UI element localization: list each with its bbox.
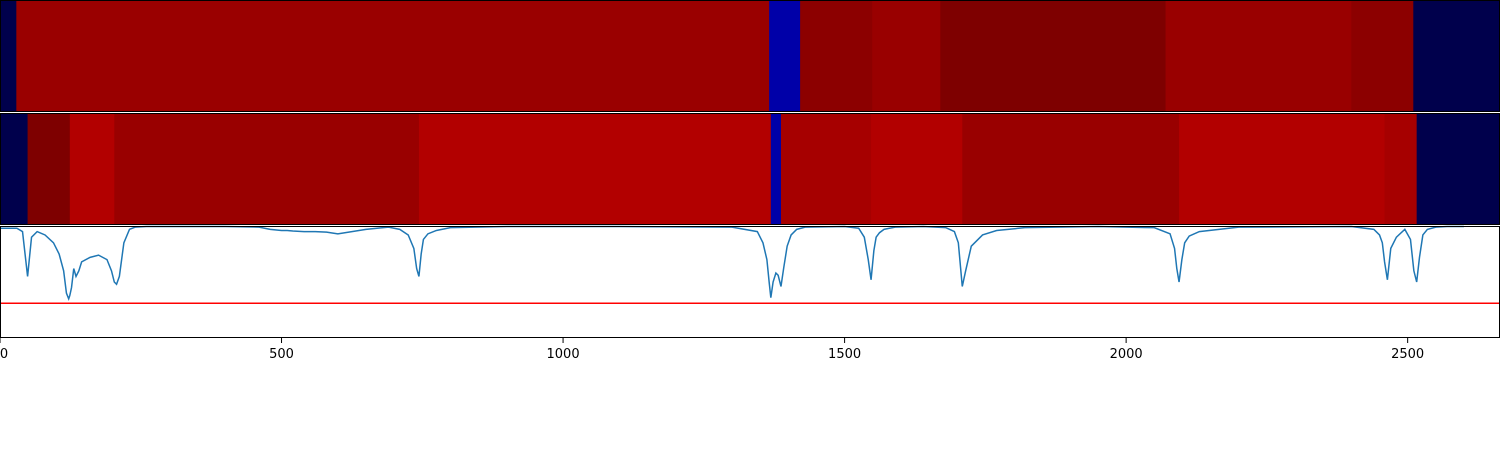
x-tick-label: 1500 (828, 347, 861, 362)
series-line (0, 225, 1464, 301)
heatmap-cell (780, 113, 872, 225)
heatmap-cell (872, 0, 941, 112)
heatmap-cell (69, 113, 115, 225)
heatmap-cell (418, 113, 772, 225)
heatmap-cell (1179, 113, 1386, 225)
x-axis: 0 500 1000 1500 2000 2500 (0, 338, 1424, 362)
heatmap-cell (871, 113, 963, 225)
heatmap-cell (27, 113, 71, 225)
heatmap-cell (1165, 0, 1352, 112)
heatmap-cell (16, 0, 770, 112)
heatmap-cell (0, 113, 29, 225)
heatmap-cell (1413, 0, 1500, 112)
heatmap-cell (769, 0, 801, 112)
heatmap-row-bottom (0, 113, 1500, 225)
heatmap-cell (1351, 0, 1414, 112)
x-tick-label: 2000 (1110, 347, 1143, 362)
x-tick-label: 2500 (1391, 347, 1424, 362)
x-tick-label: 0 (0, 347, 8, 362)
x-tick-label: 1000 (547, 347, 580, 362)
heatmap-cell (1416, 113, 1500, 225)
heatmap-cell (940, 0, 1167, 112)
heatmap-cell (962, 113, 1180, 225)
heatmap-cell (770, 113, 782, 225)
heatmap-cell (114, 113, 420, 225)
heatmap-cell (0, 0, 17, 112)
heatmap-cell (800, 0, 873, 112)
plot-background (0, 226, 1500, 338)
line-plot-panel (0, 225, 1500, 338)
heatmap-row-top (0, 0, 1500, 112)
x-tick-label: 500 (269, 347, 294, 362)
heatmap-cell (1384, 113, 1418, 225)
